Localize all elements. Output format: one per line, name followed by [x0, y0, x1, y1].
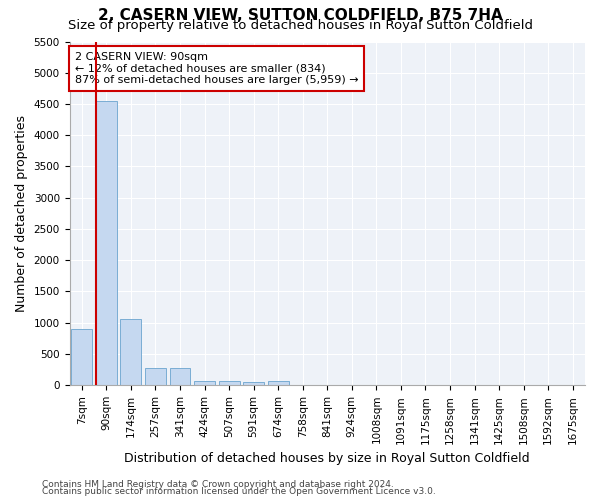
- Text: 2 CASERN VIEW: 90sqm
← 12% of detached houses are smaller (834)
87% of semi-deta: 2 CASERN VIEW: 90sqm ← 12% of detached h…: [74, 52, 358, 85]
- Bar: [170, 368, 190, 385]
- Bar: [96, 101, 117, 385]
- Bar: [121, 319, 142, 385]
- Text: Contains public sector information licensed under the Open Government Licence v3: Contains public sector information licen…: [42, 487, 436, 496]
- Y-axis label: Number of detached properties: Number of detached properties: [15, 115, 28, 312]
- Bar: [194, 380, 215, 385]
- Bar: [268, 382, 289, 385]
- Text: Contains HM Land Registry data © Crown copyright and database right 2024.: Contains HM Land Registry data © Crown c…: [42, 480, 394, 489]
- Bar: [145, 368, 166, 385]
- Bar: [243, 382, 264, 385]
- Text: Size of property relative to detached houses in Royal Sutton Coldfield: Size of property relative to detached ho…: [67, 18, 533, 32]
- Bar: [218, 382, 239, 385]
- Bar: [71, 329, 92, 385]
- Text: 2, CASERN VIEW, SUTTON COLDFIELD, B75 7HA: 2, CASERN VIEW, SUTTON COLDFIELD, B75 7H…: [98, 8, 502, 22]
- X-axis label: Distribution of detached houses by size in Royal Sutton Coldfield: Distribution of detached houses by size …: [124, 452, 530, 465]
